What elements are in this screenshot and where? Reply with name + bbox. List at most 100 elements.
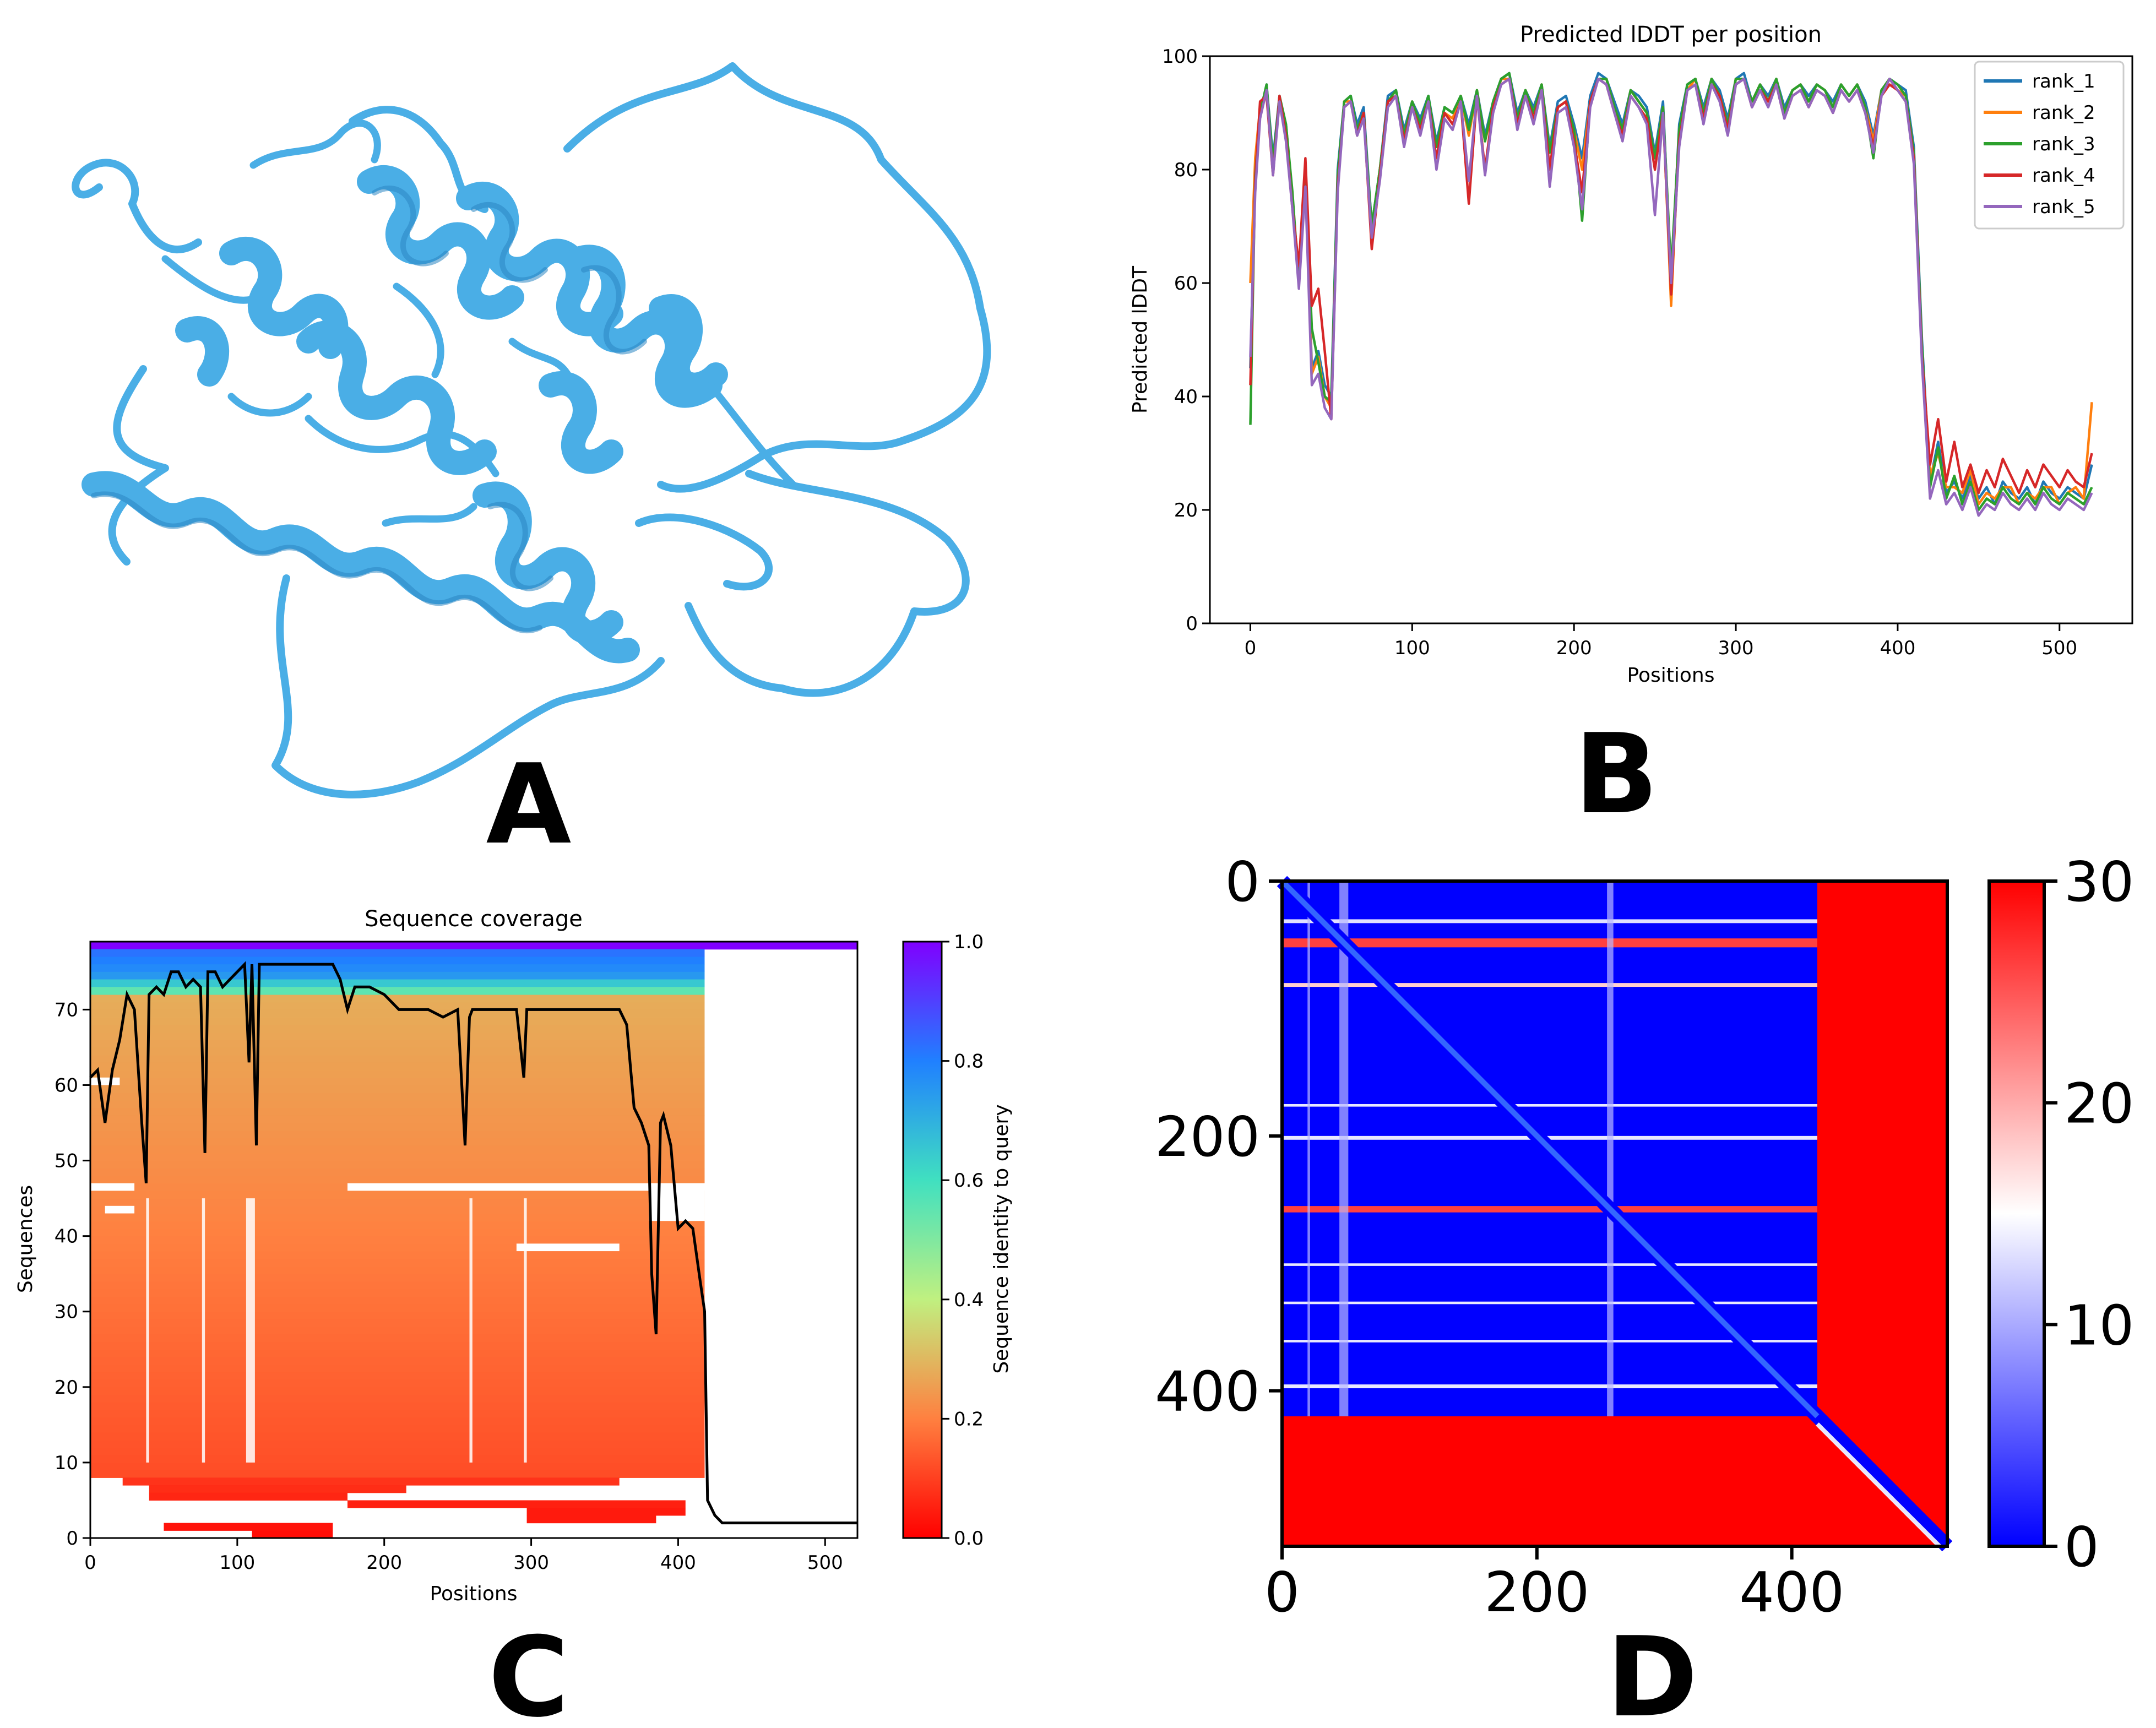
coverage-row [90, 1236, 705, 1244]
coverage-row [90, 942, 857, 950]
coverage-row [90, 1055, 705, 1063]
panel-a-protein-structure: A [72, 62, 991, 869]
series-line-rank_4 [1249, 77, 2093, 495]
chart-d-y-axis: 0 200 400 [1155, 850, 1282, 1424]
coverage-row [90, 1327, 705, 1335]
coverage-row [90, 1032, 705, 1040]
coverage-row [252, 1530, 333, 1539]
coverage-row [90, 1432, 705, 1441]
coverage-row [149, 1492, 348, 1501]
chart-c-coverage-line [89, 961, 857, 1525]
chart-b-plot-frame [1209, 55, 2133, 624]
pae-stripe [1282, 1104, 1817, 1107]
colorbar-tick-label: 1.0 [954, 931, 984, 953]
coverage-row [90, 1349, 705, 1357]
chart-d-plot-frame [1280, 879, 1949, 1548]
chart-c-x-axis: 0 100 200 300 400 500 [84, 1538, 843, 1574]
x-tick-label: 200 [1556, 637, 1592, 659]
chart-c-y-axis-label: Sequences [14, 1185, 37, 1293]
x-tick-label: 300 [1718, 637, 1754, 659]
y-tick-label: 400 [1155, 1360, 1260, 1424]
coverage-row [90, 1153, 705, 1161]
coverage-row [90, 1017, 705, 1025]
coverage-row [90, 1062, 705, 1071]
y-tick-label: 0 [66, 1528, 78, 1550]
coverage-row [90, 1221, 705, 1229]
x-tick-label: 100 [1394, 637, 1430, 659]
panel-label-b: B [1574, 710, 1658, 839]
colorbar-tick-label: 0.8 [954, 1051, 984, 1073]
colorbar-tick-label: 0.4 [954, 1289, 984, 1311]
pae-stripe [1607, 881, 1614, 1416]
chart-d-heatmap-cells [1277, 876, 1953, 1552]
coverage-row [90, 994, 705, 1003]
colorbar-tick-label: 0 [2064, 1515, 2099, 1579]
chart-c-colorbar-ticks: 0.0 0.2 0.4 0.6 0.8 1.0 [942, 931, 984, 1550]
coverage-row [90, 1304, 705, 1312]
coverage-row [90, 949, 705, 958]
legend-label-rank_5: rank_5 [2032, 196, 2095, 218]
coverage-row [90, 1319, 705, 1327]
coverage-row [90, 1251, 705, 1259]
coverage-gap [105, 1205, 135, 1214]
coverage-gap [202, 1198, 205, 1463]
chart-b-series-lines [1249, 72, 2093, 517]
panel-label-d: D [1606, 1613, 1698, 1728]
chart-b-legend-items: rank_1 rank_2 rank_3 rank_4 rank_5 [1984, 70, 2095, 218]
coverage-row [526, 1515, 656, 1524]
coverage-row [90, 1341, 705, 1350]
x-tick-label: 500 [807, 1552, 843, 1574]
coverage-row [90, 1402, 705, 1410]
coverage-row [90, 1047, 705, 1056]
coverage-row [90, 1115, 705, 1123]
coverage-row [90, 1085, 705, 1093]
coverage-row [90, 1258, 705, 1267]
chart-b-x-axis-label: Positions [1627, 664, 1715, 687]
coverage-row [90, 1100, 705, 1108]
chart-c-colorbar: 0.0 0.2 0.4 0.6 0.8 1.0 Sequence identity to … [902, 931, 1013, 1550]
series-line-rank_5 [1249, 77, 2093, 517]
pae-stripe [1282, 1301, 1817, 1305]
pae-stripe [1282, 1263, 1817, 1266]
coverage-gap [469, 1198, 473, 1463]
coverage-row [90, 1462, 705, 1471]
coverage-gap [90, 1077, 120, 1085]
coverage-row [90, 1439, 705, 1448]
coverage-row [90, 1228, 705, 1237]
pae-stripe [1339, 881, 1349, 1416]
chart-c-coverage-heatmap [90, 942, 857, 1539]
coverage-row [90, 1387, 705, 1395]
coverage-row [90, 1213, 705, 1221]
coverage-row [90, 1447, 705, 1455]
coverage-row [90, 1040, 705, 1048]
coverage-gap [524, 1198, 527, 1463]
coverage-row [90, 1372, 705, 1380]
coverage-row [90, 1455, 705, 1463]
colorbar-tick-label: 20 [2064, 1072, 2134, 1136]
chart-b-legend: rank_1 rank_2 rank_3 rank_4 rank_5 [1974, 61, 2125, 230]
pae-stripe [1282, 1340, 1817, 1343]
coverage-row [90, 1311, 705, 1320]
coverage-row [90, 1160, 705, 1169]
chart-c-colorbar-label: Sequence identity to query [990, 1104, 1013, 1373]
coverage-row [90, 1417, 705, 1425]
pae-stripe [1282, 1206, 1817, 1213]
coverage-row [90, 964, 705, 972]
chart-d-x-axis: 0 200 400 [1264, 1546, 1844, 1624]
coverage-row [90, 1364, 705, 1373]
coverage-row [90, 1123, 705, 1131]
panel-d-pae-heatmap: 0 200 400 0 200 400 0 10 20 30 D [1155, 850, 2134, 1728]
coverage-row [90, 987, 705, 995]
y-tick-label: 50 [55, 1150, 78, 1172]
coverage-row [90, 1394, 705, 1403]
coverage-gap [347, 1183, 705, 1191]
y-tick-label: 200 [1155, 1105, 1260, 1169]
coverage-row [90, 1425, 705, 1433]
panel-label-c: C [488, 1613, 569, 1728]
coverage-gap [146, 1198, 149, 1463]
coverage-row [90, 1205, 705, 1214]
x-tick-label: 200 [1484, 1560, 1589, 1624]
y-tick-label: 0 [1186, 613, 1198, 635]
coverage-row [347, 1500, 686, 1508]
legend-label-rank_1: rank_1 [2032, 70, 2095, 93]
